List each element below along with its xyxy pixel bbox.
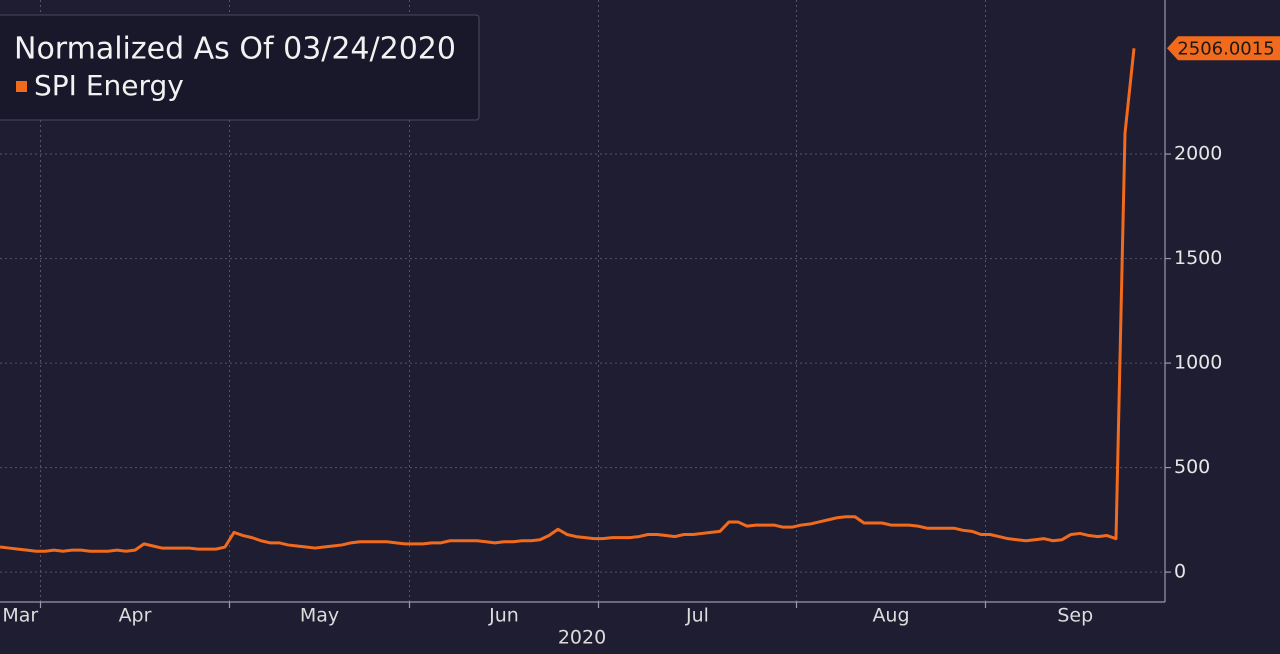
- x-tick-label: Apr: [119, 605, 152, 627]
- data-layer: [0, 48, 1136, 553]
- last-value-label: 2506.0015: [1177, 38, 1274, 59]
- x-tick-label: Aug: [872, 605, 909, 627]
- y-tick-label: 1500: [1174, 247, 1222, 269]
- y-tick-label: 500: [1174, 456, 1210, 478]
- grid-layer: [0, 0, 1165, 602]
- series-line: [0, 48, 1136, 553]
- x-tick-label: Sep: [1057, 605, 1093, 627]
- y-tick-label: 0: [1174, 561, 1186, 583]
- x-tick-label: Mar: [2, 605, 38, 627]
- x-tick-label: Jul: [685, 605, 709, 627]
- y-tick-label: 1000: [1174, 352, 1222, 374]
- x-tick-label: Jun: [488, 605, 519, 627]
- x-tick-label: May: [300, 605, 339, 627]
- legend-title: Normalized As Of 03/24/2020: [14, 32, 456, 67]
- x-axis-label: 2020: [558, 627, 606, 649]
- legend-label: SPI Energy: [34, 69, 184, 102]
- legend-box: [0, 14, 480, 121]
- y-tick-label: 2000: [1174, 143, 1222, 165]
- last-value-flag: [1167, 36, 1280, 61]
- legend: Normalized As Of 03/24/2020 SPI Energy: [0, 14, 480, 121]
- legend-swatch: [16, 81, 27, 92]
